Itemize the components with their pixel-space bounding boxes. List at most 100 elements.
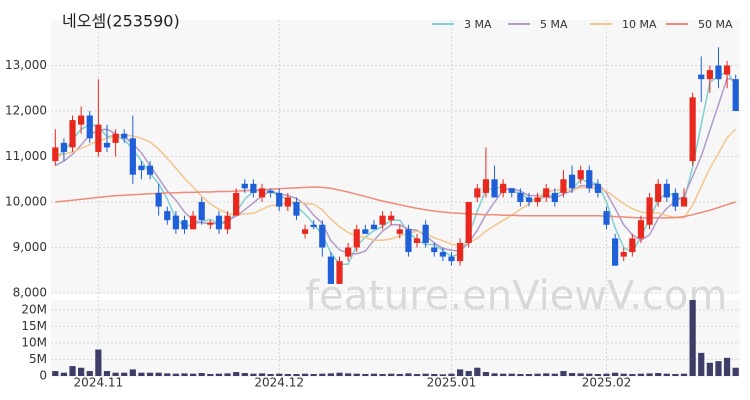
volume-tick-label: 20M: [21, 302, 47, 316]
y-tick-label: 13,000: [5, 58, 47, 72]
candle-body: [396, 229, 403, 234]
volume-bar: [138, 372, 145, 376]
volume-bar: [146, 372, 154, 376]
volume-bar: [577, 373, 584, 376]
candle-body: [78, 115, 85, 125]
volume-bar: [95, 349, 102, 376]
candle-body: [431, 247, 438, 253]
candle-body: [52, 147, 59, 162]
legend-label: 10 MA: [622, 18, 657, 31]
candle-body: [672, 192, 679, 207]
volume-bar: [396, 374, 403, 376]
volume-bar: [172, 373, 179, 376]
candle-body: [568, 174, 576, 189]
candle-body: [241, 183, 248, 189]
volume-bar: [336, 372, 343, 376]
candle-body: [250, 183, 257, 193]
candle-body: [517, 192, 524, 202]
volume-bar: [680, 373, 688, 376]
y-tick-label: 12,000: [5, 104, 47, 118]
candle-body: [637, 220, 645, 239]
candle-body: [612, 238, 619, 266]
x-tick-label: 2024.11: [74, 376, 124, 390]
volume-tick-label: 5M: [29, 352, 47, 366]
candle-body: [172, 215, 179, 230]
volume-tick-label: 10M: [21, 335, 47, 349]
volume-bar: [732, 367, 739, 376]
volume-bar: [129, 369, 136, 376]
candle-body: [155, 192, 162, 207]
volume-bar: [103, 371, 111, 376]
volume-bar: [362, 374, 369, 376]
volume-bar: [646, 373, 653, 376]
watermark: feature.enViewV.com: [305, 273, 727, 319]
candle-body: [181, 220, 188, 230]
candle-body: [370, 224, 378, 230]
volume-bar: [198, 373, 205, 376]
x-tick-label: 2025.02: [582, 376, 632, 390]
candle-body: [190, 215, 197, 230]
moving-average-line: [55, 186, 736, 219]
candle-body: [276, 192, 283, 207]
candle-body: [456, 242, 464, 262]
volume-bar: [474, 367, 481, 376]
candle-body: [86, 115, 93, 139]
candle-body: [629, 238, 636, 253]
candle-body: [336, 261, 343, 284]
volume-bar: [594, 374, 601, 376]
y-tick-label: 10,000: [5, 195, 47, 209]
volume-tick-label: 0: [39, 369, 47, 383]
candle-body: [620, 252, 627, 257]
candle-body: [732, 79, 739, 111]
volume-bar: [78, 367, 85, 376]
candle-body: [577, 170, 584, 180]
volume-bar: [603, 373, 610, 376]
legend-label: 50 MA: [698, 18, 733, 31]
candle-body: [603, 211, 610, 225]
candle-body: [543, 188, 550, 198]
volume-bar: [629, 374, 636, 376]
candle-body: [258, 188, 266, 198]
volume-bar: [319, 373, 326, 376]
candle-body: [345, 247, 352, 257]
candle-body: [655, 183, 662, 202]
volume-bar: [663, 373, 670, 376]
volume-bar: [258, 373, 266, 376]
volume-tick-label: 15M: [21, 319, 47, 333]
candle-body: [723, 65, 731, 75]
volume-bar: [345, 373, 352, 376]
candle-body: [413, 238, 421, 243]
candle-body: [207, 222, 214, 225]
candle-body: [465, 202, 472, 243]
volume-bar: [190, 373, 197, 376]
candle-body: [327, 256, 335, 284]
candle-body: [164, 211, 171, 221]
volume-bar: [491, 373, 498, 376]
volume-bar: [525, 374, 533, 376]
volume-bar: [723, 357, 731, 376]
candle-body: [95, 124, 102, 152]
volume-bar: [388, 373, 395, 376]
volume-bar: [568, 373, 576, 376]
volume-bar: [301, 373, 309, 376]
volume-bar: [672, 374, 679, 376]
candle-body: [534, 197, 541, 202]
volume-bar: [689, 300, 696, 376]
candle-body: [353, 229, 360, 248]
candle-body: [646, 197, 653, 225]
y-tick-label: 11,000: [5, 149, 47, 163]
moving-average-line: [54, 70, 737, 265]
candle-body: [293, 202, 300, 216]
volume-bar: [560, 371, 567, 376]
volume-bar: [431, 374, 438, 376]
candle-body: [586, 170, 593, 189]
candle-body: [215, 215, 223, 230]
volume-bar: [439, 374, 446, 376]
candle-body: [715, 65, 722, 80]
candle-body: [551, 192, 558, 202]
volume-bar: [551, 373, 558, 376]
candle-body: [706, 70, 713, 80]
candle-body: [474, 188, 481, 198]
x-tick-label: 2025.01: [427, 376, 477, 390]
candle-body: [663, 183, 670, 198]
